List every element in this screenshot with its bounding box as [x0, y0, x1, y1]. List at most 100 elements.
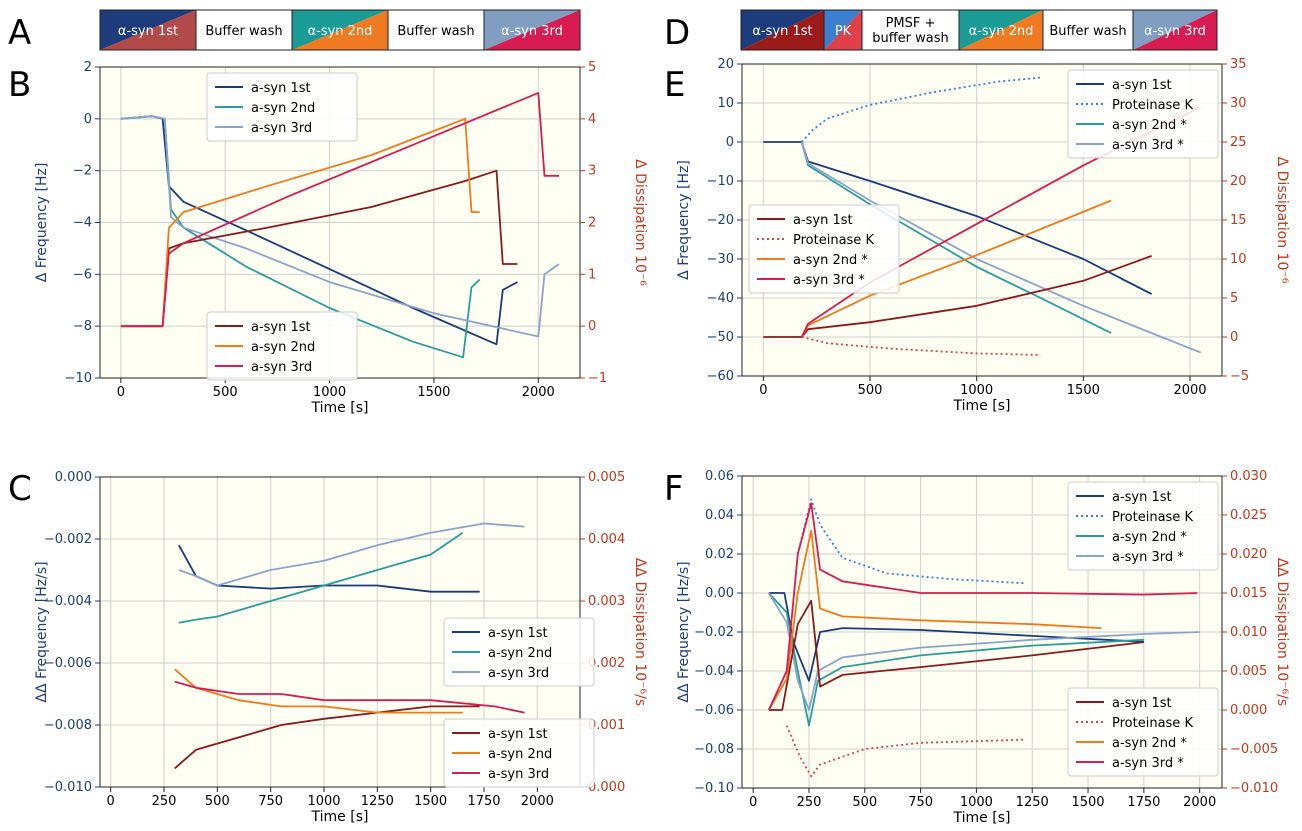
y2-tick-label: 0.005 [588, 470, 625, 485]
legend-label: a-syn 2nd [251, 340, 315, 355]
x-tick-label: 2000 [522, 385, 555, 400]
legend-label: a-syn 2nd * [1112, 118, 1187, 133]
series-line-a-syn-3rd-right [174, 680, 525, 714]
y2-tick-label: 35 [1230, 57, 1247, 72]
x-tick-label: 1000 [307, 794, 340, 809]
series-line-a-syn-2nd-right [174, 668, 463, 714]
y2-tick-label: −0.010 [1230, 781, 1278, 796]
x-tick-label: 1000 [960, 383, 993, 398]
y2-axis-label: Δ Dissipation 10⁻⁶ [632, 159, 648, 286]
x-tick-label: 500 [213, 385, 238, 400]
bar-segment-fill [1043, 10, 1133, 50]
y-tick-label: −10 [65, 371, 92, 386]
series-line-a-syn-3rd-left [120, 115, 560, 338]
x-axis-label: Time [s] [953, 810, 1011, 826]
bar-segment-label: α-syn 1st [118, 24, 178, 39]
series-line-proteinase-k-left [801, 76, 1041, 143]
x-tick-label: 1500 [1067, 383, 1100, 398]
y2-tick-label: 2 [588, 216, 596, 231]
bar-segment-label: PMSF + [886, 16, 936, 31]
y2-tick-label: −0.005 [1230, 742, 1278, 757]
x-tick-label: 1500 [414, 794, 447, 809]
x-axis-label: Time [s] [953, 398, 1011, 414]
y-tick-label: −10 [707, 174, 734, 189]
legend-box [206, 311, 358, 381]
series-line-a-syn-3rd--right [767, 502, 1198, 711]
legend-label: Proteinase K [793, 233, 874, 248]
y-tick-label: 0.00 [705, 586, 734, 601]
y-tick-label: 0 [726, 135, 734, 150]
x-tick-label: 1750 [467, 794, 500, 809]
legend-c-right: a-syn 1st a-syn 2nd a-syn 3rd [443, 718, 595, 788]
x-tick-label: 1750 [1127, 795, 1160, 810]
y2-tick-label: 20 [1230, 174, 1247, 189]
bar-segment-border [483, 9, 581, 51]
x-tick-label: 750 [908, 795, 933, 810]
bar-segment-label: Buffer wash [205, 24, 282, 39]
y2-axis-label: ΔΔ Dissipation 10⁻⁶/s [632, 558, 648, 706]
y-tick-label: −0.04 [694, 664, 734, 679]
y-tick-label: −60 [707, 369, 734, 384]
y-tick-label: 10 [717, 96, 734, 111]
legend-label: a-syn 1st [251, 81, 311, 96]
legend-label: a-syn 3rd [488, 666, 549, 681]
y-axis-label: ΔΔ Frequency [Hz/s] [676, 561, 692, 702]
y2-tick-label: 5 [588, 60, 596, 75]
x-tick-label: 250 [152, 794, 177, 809]
y-tick-label: −0.006 [44, 656, 92, 671]
bar-segment-fill [959, 10, 1043, 50]
legend-label: a-syn 3rd * [1112, 138, 1184, 153]
x-tick-label: 500 [205, 794, 230, 809]
x-tick-label: 0 [759, 383, 767, 398]
y2-tick-label: 3 [588, 164, 596, 179]
legend-label: a-syn 1st [793, 213, 853, 228]
x-tick-label: 750 [258, 794, 283, 809]
y-tick-label: −0.02 [694, 625, 734, 640]
panel-label-d: D [664, 13, 690, 53]
y-tick-label: 0.06 [705, 469, 734, 484]
y-tick-label: −8 [73, 319, 92, 334]
x-tick-label: 0 [749, 795, 757, 810]
y2-tick-label: −5 [1230, 369, 1249, 384]
legend-f-right: a-syn 1st Proteinase K a-syn 2nd * a-syn 3r… [1067, 687, 1219, 777]
legend-label: a-syn 3rd [251, 360, 312, 375]
legend-label: a-syn 3rd * [793, 273, 865, 288]
bar-segment-label: α-syn 3rd [501, 24, 563, 39]
y2-tick-label: 30 [1230, 96, 1247, 111]
y2-tick-label: 0.000 [588, 780, 625, 795]
x-tick-label: 1000 [313, 385, 346, 400]
y2-tick-label: 0 [1230, 330, 1238, 345]
y2-tick-label: 10 [1230, 252, 1247, 267]
chart-e: 0 500 1000 1500 2000−60−50−40−30−20−1001020−… [676, 57, 1290, 414]
x-axis-label: Time [s] [311, 400, 369, 416]
legend-label: a-syn 1st [1112, 696, 1172, 711]
legend-box [748, 204, 900, 294]
legend-label: Proteinase K [1112, 510, 1193, 525]
chart-c: 0 250 500 750 1000 1250 1500 1750 2000 −0.010 −0.0… [34, 470, 648, 825]
x-tick-label: 2000 [1183, 795, 1216, 810]
y2-axis-label: Δ Dissipation 10⁻⁶ [1274, 157, 1290, 284]
legend-label: Proteinase K [1112, 716, 1193, 731]
y2-tick-label: 0.003 [588, 594, 625, 609]
y2-tick-label: 0.020 [1230, 547, 1267, 562]
y-tick-label: −2 [73, 164, 92, 179]
chart-b: 0 500 1000 1500 2000−10−8−6−4−202−1012345Tim… [34, 60, 648, 416]
y-tick-label: 0.000 [55, 470, 92, 485]
y2-tick-label: 15 [1230, 213, 1247, 228]
y-tick-label: −0.008 [44, 718, 92, 733]
y2-tick-label: 4 [588, 112, 596, 127]
y2-tick-label: 0.005 [1230, 664, 1267, 679]
bar-segment-label: α-syn 2nd [308, 24, 373, 39]
legend-label: a-syn 3rd * [1112, 756, 1184, 771]
y-tick-label: −4 [73, 216, 92, 231]
y2-tick-label: 0 [588, 319, 596, 334]
legend-label: Proteinase K [1112, 98, 1193, 113]
series-line-a-syn-1st-right [768, 599, 1145, 711]
y-tick-label: −6 [73, 267, 92, 282]
series-line-a-syn-2nd-left [178, 532, 464, 624]
legend-label: a-syn 2nd [488, 646, 552, 661]
legend-b-left: a-syn 1st a-syn 2nd a-syn 3rd [206, 72, 358, 142]
series-line-a-syn-3rd-left [178, 522, 525, 587]
legend-label: a-syn 2nd * [1112, 736, 1187, 751]
legend-label: a-syn 3rd * [1112, 550, 1184, 565]
